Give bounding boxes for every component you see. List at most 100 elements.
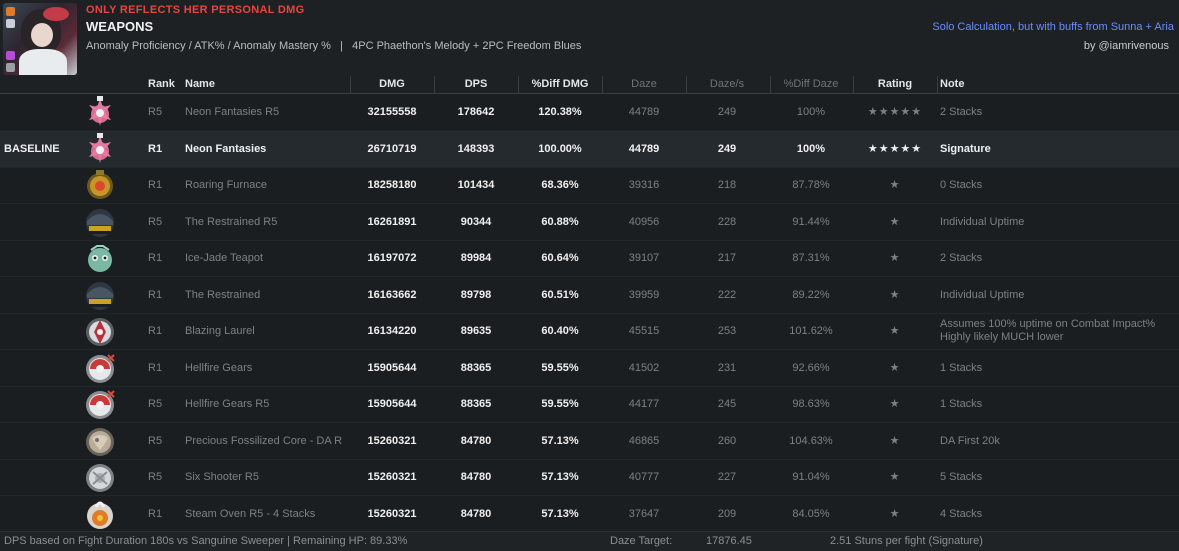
weapon-name: Blazing Laurel	[185, 325, 255, 337]
daze-target-value: 17876.45	[706, 535, 752, 547]
note-cell: 5 Stacks	[940, 471, 983, 483]
rank-cell: R1	[148, 325, 163, 337]
dmg-cell: 26710719	[367, 142, 417, 155]
roaring-furnace-icon	[87, 170, 113, 199]
diff-daze-cell: 100%	[796, 142, 826, 155]
rating-stars: ★	[889, 325, 901, 337]
hellfire-gears-icon	[86, 353, 115, 383]
author-credit: by @iamrivenous	[1083, 40, 1169, 52]
daze-s-cell: 231	[717, 361, 737, 374]
page-title: WEAPONS	[86, 19, 154, 34]
dps-cell: 178642	[457, 106, 495, 118]
daze-cell: 37647	[628, 507, 660, 520]
diff-daze-cell: 98.63%	[792, 398, 830, 410]
table-row: R5 Six Shooter R5 15260321 84780 57.13% 40777…	[0, 459, 1179, 496]
table-row: R1 Hellfire Gears 15905644 88365 59.55% 41502…	[0, 350, 1179, 387]
diff-dmg-cell: 68.36%	[541, 179, 579, 191]
rank-cell: R1	[148, 288, 163, 301]
rank-cell: R5	[148, 106, 163, 118]
rating-stars: ★	[889, 471, 901, 483]
daze-cell: 44789	[628, 106, 660, 118]
table-header: Rank Name DMG DPS %Diff DMG Daze Daze/s …	[0, 76, 1179, 94]
rank-cell: R1	[148, 179, 163, 191]
weapon-name: Neon Fantasies	[185, 142, 267, 155]
col-name: Name	[185, 78, 215, 90]
character-avatar	[3, 3, 77, 75]
table-row: R1 Ice-Jade Teapot 16197072 89984 60.64% 3910…	[0, 240, 1179, 277]
daze-cell: 39959	[628, 288, 660, 301]
the-restrained-icon	[86, 281, 114, 310]
daze-s-cell: 245	[717, 398, 737, 410]
diff-daze-cell: 89.22%	[792, 288, 830, 301]
daze-cell: 46865	[628, 434, 660, 447]
weapon-name: Neon Fantasies R5	[185, 106, 280, 118]
col-diff-daze: %Diff Daze	[783, 78, 839, 90]
diff-dmg-cell: 60.51%	[541, 288, 579, 301]
note-cell: 0 Stacks	[940, 179, 983, 191]
dmg-cell: 16261891	[367, 215, 417, 228]
weapon-name: Six Shooter R5	[185, 471, 259, 483]
dps-cell: 89984	[460, 252, 492, 264]
rating-stars: ★	[889, 252, 901, 264]
daze-cell: 45515	[628, 325, 660, 337]
col-daze: Daze	[631, 78, 657, 90]
weapon-name: Precious Fossilized Core - DA R	[185, 434, 343, 447]
daze-cell: 44177	[628, 398, 660, 410]
diff-dmg-cell: 57.13%	[541, 471, 579, 483]
diff-daze-cell: 101.62%	[789, 325, 833, 337]
precious-fossilized-core-icon	[86, 427, 114, 456]
note-cell: Assumes 100% uptime on Combat Impact%	[940, 318, 1156, 330]
neon-fantasies-icon	[89, 132, 111, 163]
daze-s-cell: 209	[717, 507, 737, 520]
dmg-cell: 32155558	[367, 106, 417, 118]
diff-daze-cell: 91.44%	[792, 215, 830, 228]
ice-jade-teapot-icon	[88, 245, 112, 272]
rank-cell: R1	[148, 361, 163, 374]
diff-dmg-cell: 59.55%	[541, 398, 579, 410]
note-cell: Signature	[940, 142, 991, 155]
dmg-cell: 15905644	[367, 398, 417, 410]
rating-stars: ★	[889, 288, 901, 301]
daze-s-cell: 217	[717, 252, 737, 264]
daze-target-label: Daze Target:	[610, 535, 673, 547]
dmg-cell: 15260321	[367, 434, 417, 447]
col-rank: Rank	[148, 78, 175, 90]
dps-cell: 101434	[457, 179, 495, 191]
note-cell: 1 Stacks	[940, 361, 983, 374]
rank-cell: R5	[148, 215, 163, 228]
stuns-per-fight: 2.51 Stuns per fight (Signature)	[830, 535, 983, 547]
warning-text: ONLY REFLECTS HER PERSONAL DMG	[86, 4, 305, 16]
fight-info: DPS based on Fight Duration 180s vs Sang…	[4, 535, 408, 547]
dmg-cell: 15260321	[367, 507, 417, 520]
dmg-cell: 16197072	[367, 252, 417, 264]
dps-cell: 148393	[457, 142, 495, 155]
diff-daze-cell: 87.31%	[792, 252, 830, 264]
diff-dmg-cell: 57.13%	[541, 434, 579, 447]
daze-cell: 44789	[628, 142, 660, 155]
daze-s-cell: 260	[717, 434, 737, 447]
daze-cell: 40956	[628, 215, 660, 228]
blazing-laurel-icon	[86, 318, 114, 346]
diff-daze-cell: 87.78%	[792, 179, 830, 191]
six-shooter-icon	[86, 464, 114, 492]
diff-dmg-cell: 59.55%	[541, 361, 579, 374]
daze-cell: 39316	[628, 179, 660, 191]
dmg-cell: 18258180	[367, 179, 417, 191]
dps-cell: 90344	[460, 215, 492, 228]
dps-cell: 88365	[460, 361, 492, 374]
dmg-cell: 16134220	[367, 325, 417, 337]
note-cell: 1 Stacks	[940, 398, 983, 410]
rating-stars: ★	[889, 434, 901, 447]
rank-cell: R1	[148, 252, 163, 264]
rating-stars: ★	[889, 215, 901, 228]
diff-dmg-cell: 100.00%	[538, 142, 582, 155]
weapon-name: The Restrained R5	[185, 215, 278, 228]
note-secondary: Highly likely MUCH lower	[940, 331, 1064, 343]
header: ONLY REFLECTS HER PERSONAL DMG WEAPONS A…	[0, 0, 1179, 78]
dps-cell: 89635	[460, 325, 492, 337]
diff-dmg-cell: 120.38%	[538, 106, 582, 118]
dmg-cell: 16163662	[367, 288, 417, 301]
baseline-label: BASELINE	[4, 142, 60, 155]
col-note: Note	[940, 78, 965, 90]
diff-daze-cell: 92.66%	[792, 361, 830, 374]
